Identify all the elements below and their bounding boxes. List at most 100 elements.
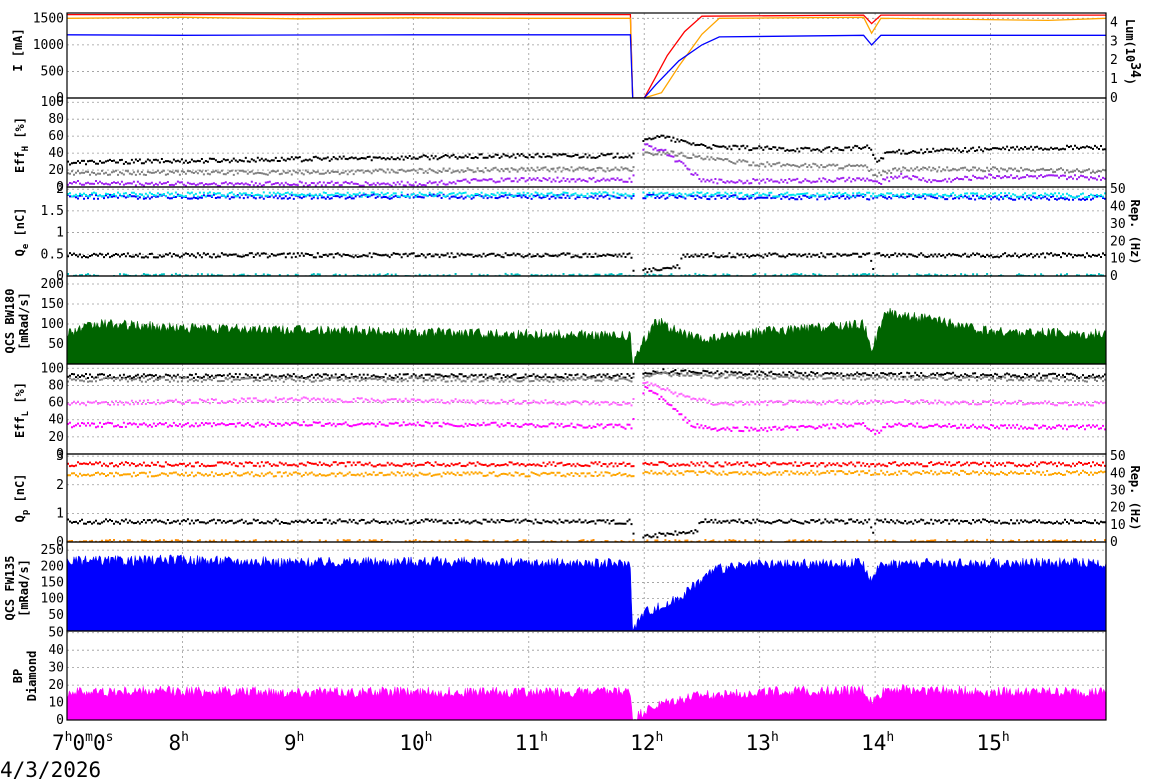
y-title-fw135-line1: QCS FW135 (3, 555, 17, 620)
y-right-tick-label: 50 (1110, 449, 1126, 464)
x-tick-hour: 13 (746, 731, 771, 755)
panel-series-group (67, 13, 1106, 98)
x-tick-hour: 14 (861, 731, 886, 755)
x-first-hour-unit: h (65, 730, 73, 745)
x-tick-label: 11h (515, 730, 548, 755)
y-tick-label: 60 (48, 396, 64, 411)
series-markers (67, 385, 1106, 435)
y-title-bp-line1: BP (11, 669, 25, 683)
panel-frame (66, 186, 1107, 277)
series-markers (67, 469, 1106, 478)
x-tick-label: 13h (746, 730, 779, 755)
y-tick-label: 2 (56, 478, 64, 493)
y-title-effh-sub: H (21, 146, 31, 151)
panels: 0500100015000123402040608010000.511.5201… (33, 11, 1126, 755)
y-right-tick-label: 30 (1110, 217, 1126, 232)
x-first-sec: 0 (93, 731, 106, 755)
y-right-tick-label: 1 (1110, 72, 1118, 87)
series-markers (67, 461, 1106, 468)
y-tick-label: 1 (56, 226, 64, 241)
x-tick-unit: h (181, 730, 189, 745)
y-right-tick-label: 0 (1110, 91, 1118, 106)
y-right-tick-label: 4 (1110, 15, 1118, 30)
y-right-tick-label: 0 (1110, 269, 1118, 284)
x-tick-label: 10h (399, 730, 432, 755)
y-right-tick-label: 50 (1110, 182, 1126, 197)
y-tick-label: 0 (56, 447, 64, 462)
x-first-hour: 7 (52, 731, 65, 755)
y-tick-label: 1500 (33, 11, 64, 26)
y-tick-label: 40 (48, 146, 64, 161)
series-markers (67, 370, 1106, 383)
y-title-rep-p: Rep. (Hz) (1128, 465, 1142, 530)
y-tick-label: 40 (48, 413, 64, 428)
panel-series-group (67, 191, 1106, 276)
series-line (67, 13, 1106, 98)
y-tick-label: 0 (56, 180, 64, 195)
y-title-effl-sub: L (21, 410, 31, 416)
x-first-min-unit: m (85, 730, 93, 745)
y-tick-label: 150 (41, 297, 64, 312)
y-tick-label: 0.5 (41, 247, 64, 262)
y-tick-label: 200 (41, 277, 64, 292)
x-tick-unit: h (886, 730, 894, 745)
y-tick-label: 80 (48, 112, 64, 127)
y-right-tick-label: 40 (1110, 466, 1126, 481)
y-right-tick-label: 0 (1110, 535, 1118, 550)
y-axis-title-bp: BP Diamond (11, 651, 39, 702)
y-tick-label: 10 (48, 696, 64, 711)
y-title-effh: Eff (13, 151, 27, 173)
series-markers (67, 252, 1106, 274)
panel-4: 50 100 150 200 (41, 275, 1107, 365)
panel-series-group (67, 368, 1106, 435)
series-markers (67, 368, 1106, 380)
series-markers (67, 538, 1106, 542)
y-axis-title-fw135: QCS FW135 [mRad/s] (3, 555, 31, 620)
panel-1: 0 500 1000 1500 0 1 2 3 4 (33, 11, 1118, 106)
series-area (67, 307, 1106, 364)
y-tick-label: 20 (48, 163, 64, 178)
y-tick-label: 200 (41, 559, 64, 574)
y-title-bw180-line2: [mRad/s] (17, 292, 31, 350)
y-tick-label: 30 (48, 661, 64, 676)
series-line (67, 34, 1106, 98)
y-tick-label: 80 (48, 378, 64, 393)
y-axis-title-rep-p: Rep. (Hz) (1128, 465, 1142, 530)
y-title-effh-unit: [%] (13, 117, 27, 146)
y-right-tick-label: 3 (1110, 34, 1118, 49)
y-title-qe: Q (13, 249, 27, 256)
y-tick-label: 1 (56, 506, 64, 521)
series-area (67, 683, 1106, 720)
panel-series-group (67, 683, 1106, 720)
x-tick-hour: 8 (168, 731, 181, 755)
y-axis-title-rep-e: Rep. (Hz) (1128, 199, 1142, 264)
y-title-qe-unit: [nC] (13, 208, 27, 244)
y-axis-title-effh: EffH [%] (13, 117, 31, 173)
x-tick-label: 12h (630, 730, 663, 755)
panel-2: 0 20 40 60 80 100 (41, 95, 1107, 195)
panel-8: 0 10 20 30 40 50 (48, 626, 1107, 728)
y-tick-label: 1.5 (41, 204, 64, 219)
x-tick-hour: 9 (284, 731, 297, 755)
y-right-tick-label: 10 (1110, 252, 1126, 267)
y-tick-label: 0 (56, 269, 64, 284)
y-tick-label: 50 (48, 626, 64, 641)
x-first-sec-unit: s (106, 730, 114, 745)
series-line (67, 16, 1106, 98)
y-axis-title-current: I [mA] (11, 28, 25, 71)
x-tick-unit: h (425, 730, 433, 745)
series-markers (67, 381, 1106, 407)
y-right-tick-label: 20 (1110, 501, 1126, 516)
series-markers (67, 134, 1106, 166)
x-tick-unit: h (656, 730, 664, 745)
y-axis-title-bw180: QCS BW180 [mRad/s] (3, 288, 31, 353)
y-title-rep-e: Rep. (Hz) (1128, 199, 1142, 264)
x-tick-hour: 11 (515, 731, 540, 755)
panel-series-group (67, 461, 1106, 542)
y-tick-label: 40 (48, 643, 64, 658)
y-title-bp-line2: Diamond (25, 651, 39, 702)
y-tick-label: 250 (41, 543, 64, 558)
y-tick-label: 150 (41, 575, 64, 590)
